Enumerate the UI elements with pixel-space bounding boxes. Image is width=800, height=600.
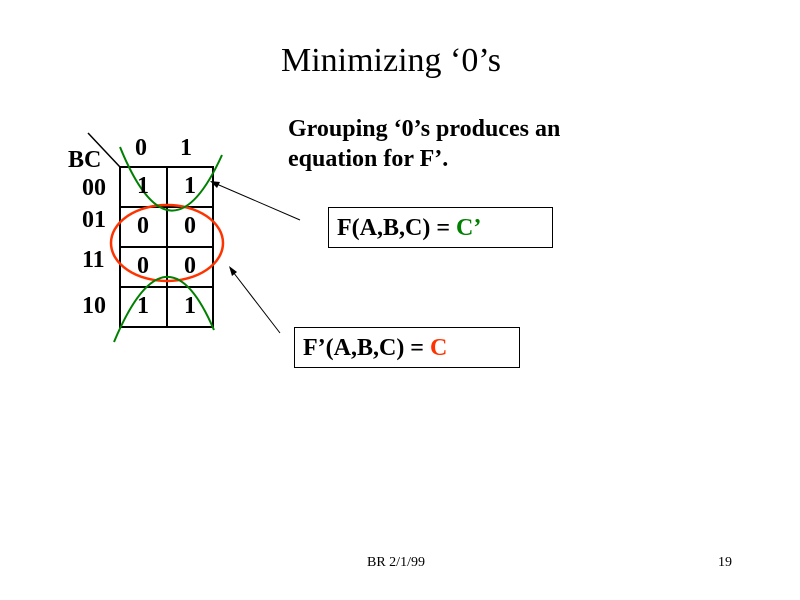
- kmap-cell: 0: [184, 213, 196, 239]
- arrow-to-ones: [211, 181, 301, 221]
- footer-text: BR 2/1/99: [367, 555, 425, 570]
- kmap-row-header: 11: [82, 247, 105, 273]
- kmap-col-header: 1: [180, 135, 192, 161]
- description: Grouping ‘0’s produces an equation for F…: [288, 114, 560, 174]
- arrowhead-zeros: [229, 266, 237, 276]
- kmap-cell: 1: [137, 293, 149, 319]
- kmap-cell: 0: [184, 253, 196, 279]
- kmap-grid: [119, 166, 214, 328]
- equation-f-value: C’: [456, 215, 482, 241]
- equation-f-prefix: F(A,B,C) =: [337, 215, 456, 241]
- kmap-row-header: 01: [82, 207, 106, 233]
- kmap-cell: 1: [184, 173, 196, 199]
- corner-diagonal: [87, 132, 121, 168]
- equation-f-box: F(A,B,C) = C’: [328, 207, 553, 248]
- kmap-cell: 0: [137, 253, 149, 279]
- zeros-group-ellipse: [109, 203, 225, 283]
- kmap-cell: 0: [137, 213, 149, 239]
- equation-fprime-box: F’(A,B,C) = C: [294, 327, 520, 368]
- slide-title: Minimizing ‘0’s: [280, 42, 502, 79]
- description-line-2: equation for F’.: [288, 146, 449, 172]
- equation-fprime-prefix: F’(A,B,C) =: [303, 335, 430, 361]
- equation-fprime-value: C: [429, 335, 448, 361]
- arrow-to-zeros: [229, 267, 281, 334]
- arrowhead-ones: [210, 181, 220, 188]
- ones-group-top-curve: [119, 146, 223, 212]
- page-number: 19: [718, 555, 732, 570]
- kmap-cell: 1: [184, 293, 196, 319]
- description-line-1: Grouping ‘0’s produces an: [288, 116, 561, 142]
- kmap-cell: 1: [137, 173, 149, 199]
- kmap-col-header: 0: [135, 135, 147, 161]
- kmap-row-header: 10: [82, 293, 106, 319]
- kmap-row-header: 00: [82, 175, 106, 201]
- ones-group-bottom-curve: [113, 275, 215, 343]
- kmap-corner-label: BC: [68, 147, 102, 173]
